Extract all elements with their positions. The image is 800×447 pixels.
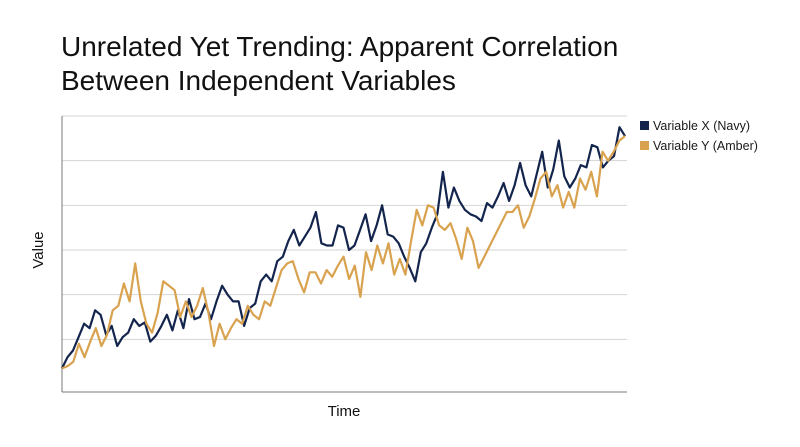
legend-label: Variable X (Navy): [653, 119, 750, 133]
series-lines: [61, 126, 626, 370]
legend-swatch: [640, 121, 649, 130]
series-line-variable-y: [61, 135, 626, 370]
series-line-variable-x: [61, 126, 626, 369]
legend-swatch: [640, 141, 649, 150]
axes: [61, 116, 627, 393]
chart-title: Unrelated Yet Trending: Apparent Correla…: [61, 31, 619, 96]
legend-label: Variable Y (Amber): [653, 139, 758, 153]
y-axis-label: Value: [30, 231, 47, 268]
x-axis-label: Time: [328, 403, 361, 420]
gridlines: [62, 115, 627, 340]
legend: Variable X (Navy) Variable Y (Amber): [640, 119, 758, 153]
